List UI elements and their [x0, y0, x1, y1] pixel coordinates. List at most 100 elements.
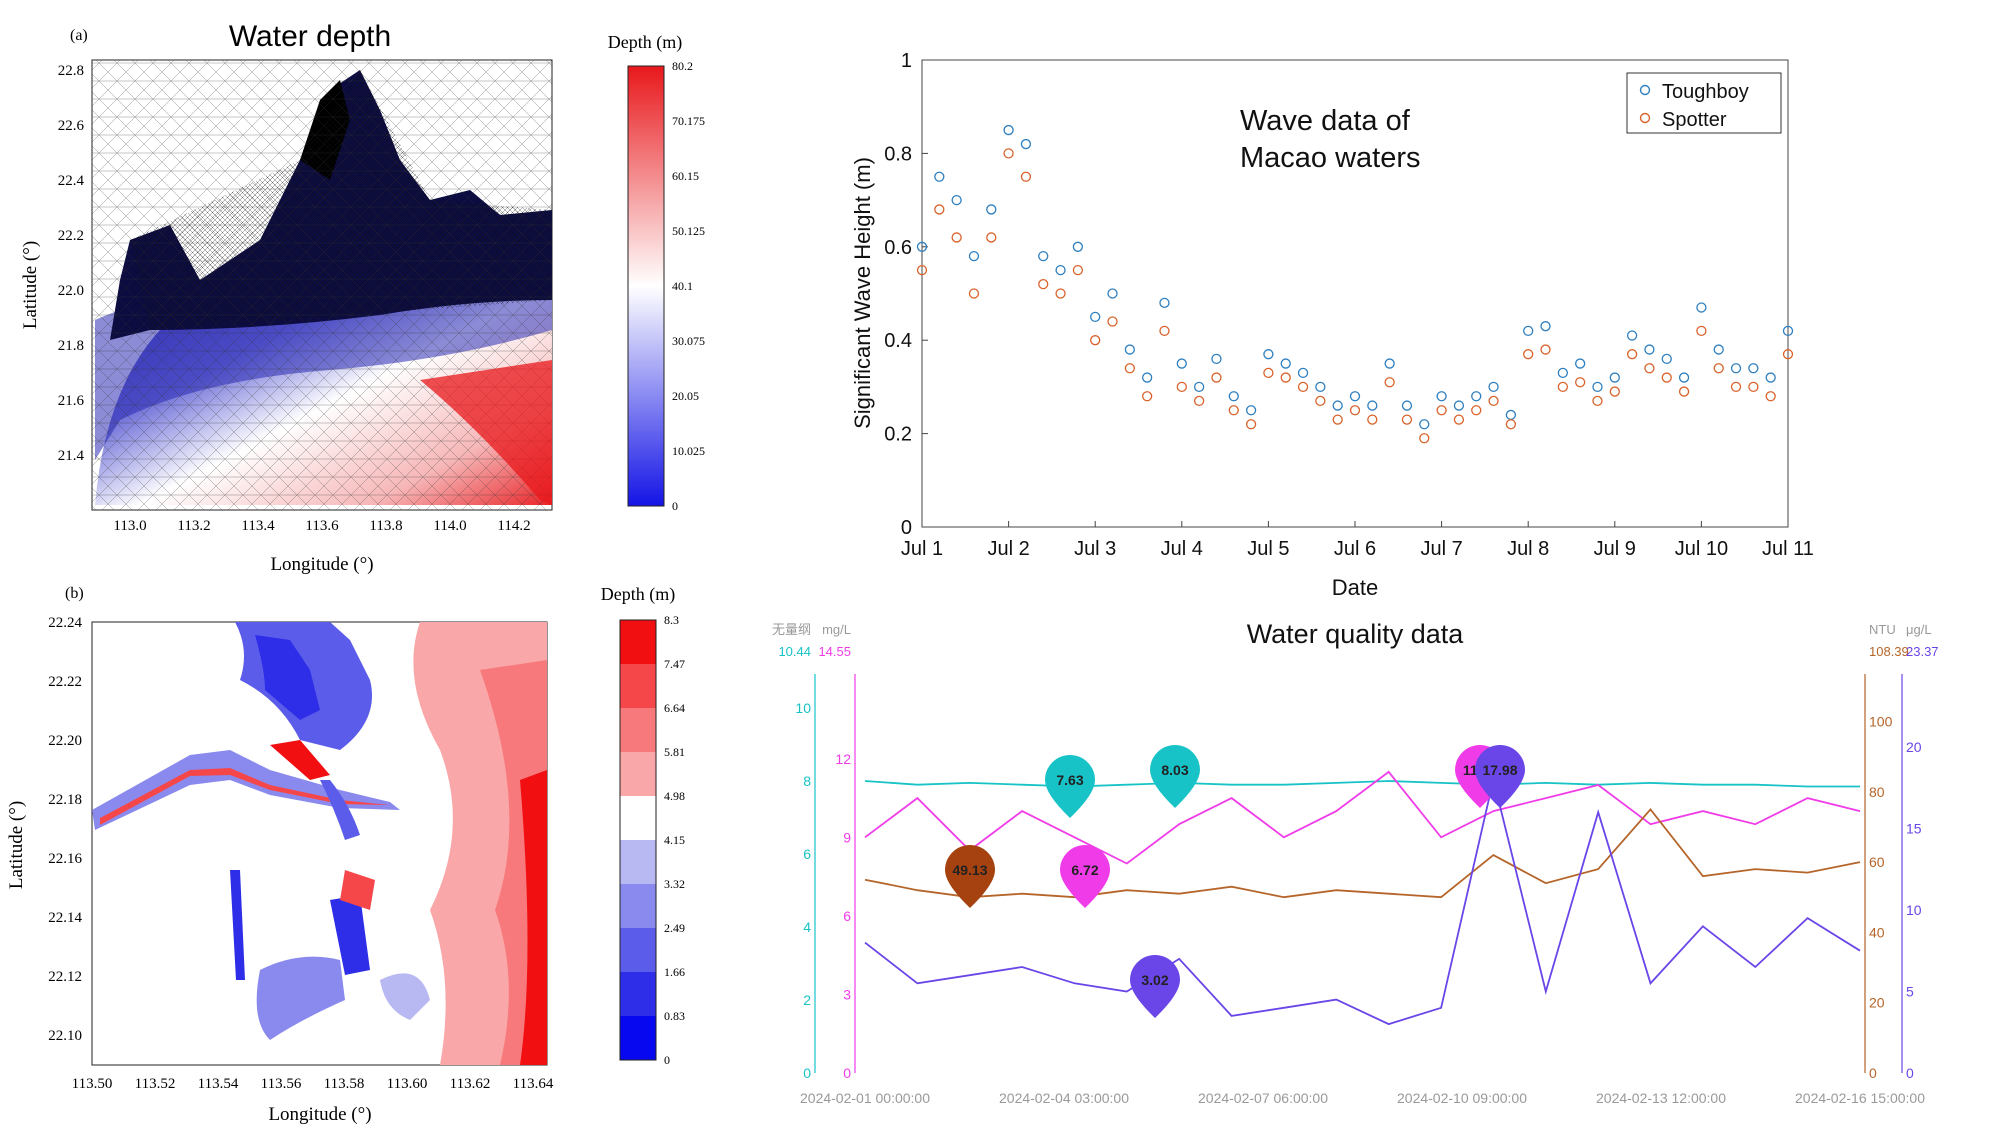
cb-tick: 7.47 [664, 657, 685, 671]
scatter-point [1436, 405, 1447, 416]
cb-tick: 40.1 [672, 279, 693, 293]
x-tick: 113.60 [387, 1076, 428, 1092]
panel-a-map [91, 59, 553, 511]
scatter-point [1176, 381, 1187, 393]
scatter-point [934, 204, 945, 215]
wq-series-line [864, 780, 1860, 788]
y-tick-label: 0 [901, 517, 912, 539]
panel-b-colorbar [619, 619, 657, 1061]
scatter-point [968, 288, 980, 299]
x-tick-label: Jul 5 [1247, 538, 1289, 560]
panel-b-label: (b) [65, 585, 84, 602]
scatter-point [1575, 377, 1586, 388]
scatter-point [1245, 419, 1257, 430]
scatter-point [1505, 419, 1517, 430]
scatter-point [1090, 311, 1101, 323]
cb-tick: 4.98 [664, 789, 685, 803]
x-tick-label: Jul 8 [1507, 538, 1549, 560]
scatter-point [1592, 395, 1603, 407]
wq-marker[interactable]: 6.72 [1060, 845, 1110, 908]
scatter-point [1124, 363, 1135, 374]
cb-tick: 0 [672, 499, 678, 513]
scatter-point [1124, 344, 1135, 355]
scatter-point [1678, 386, 1690, 397]
wave-y-ticks: 0 0.2 0.4 0.6 0.8 1 [884, 50, 928, 539]
y-tick: 21.4 [58, 448, 85, 464]
scatter-point [1782, 325, 1794, 337]
scatter-point [1765, 391, 1776, 402]
wq-axis-tick: 10 [795, 700, 811, 716]
wq-axis-tick: 20 [1869, 995, 1885, 1011]
scatter-point [1453, 414, 1465, 425]
y-tick: 21.6 [58, 393, 85, 409]
wq-marker-label: 8.03 [1161, 762, 1188, 778]
colorbar-segment [620, 1016, 656, 1060]
scatter-point [1297, 381, 1309, 393]
colorbar-segment [620, 620, 656, 664]
wq-series-line [864, 807, 1861, 899]
wq-axis-tick: 2 [803, 992, 811, 1008]
wq-marker[interactable]: 17.98 [1475, 745, 1525, 808]
scatter-point [1419, 419, 1430, 430]
wave-legend: Toughboy Spotter [1626, 72, 1782, 134]
scatter-point [1332, 400, 1343, 411]
scatter-point [1090, 335, 1101, 346]
scatter-point [1263, 367, 1274, 379]
scatter-point [1193, 381, 1205, 393]
wave-ylabel: Significant Wave Height (m) [850, 157, 875, 429]
scatter-point [1384, 377, 1395, 388]
scatter-point [1072, 264, 1084, 276]
panel-a-colorbar-ticks: 80.2 70.175 60.15 50.125 40.1 30.075 20.… [672, 59, 705, 513]
wq-marker[interactable]: 3.02 [1130, 955, 1180, 1018]
scatter-point [1748, 381, 1759, 393]
scatter-point [1211, 372, 1222, 383]
x-tick-label: Jul 6 [1334, 538, 1376, 560]
y-tick-label: 1 [901, 50, 912, 72]
scatter-point [1315, 395, 1326, 407]
wq-axis-unit: NTU [1869, 622, 1896, 637]
scatter-point [1211, 353, 1222, 365]
wq-axis-tick: 0 [1906, 1065, 1914, 1081]
wq-marker[interactable]: 8.03 [1150, 745, 1200, 808]
y-tick: 21.8 [58, 338, 84, 354]
panel-b-xlabel: Longitude (°) [268, 1104, 371, 1125]
panel-b-colorbar-title: Depth (m) [601, 584, 675, 605]
wave-xlabel: Date [1332, 575, 1378, 600]
scatter-point [1367, 414, 1378, 425]
wq-x-tick: 2024-02-07 06:00:00 [1198, 1090, 1328, 1106]
y-tick: 22.24 [48, 615, 82, 631]
scatter-point [1678, 372, 1690, 383]
panel-b-map [91, 621, 548, 1066]
scatter-point [1453, 400, 1465, 411]
wq-axis-tick: 8 [803, 773, 811, 789]
x-tick-label: Jul 9 [1594, 538, 1636, 560]
x-tick: 113.62 [450, 1076, 491, 1092]
wq-marker-pin [1475, 745, 1525, 808]
scatter-point [986, 204, 997, 215]
y-tick-label: 0.4 [884, 330, 912, 352]
scatter-point [916, 264, 928, 276]
x-tick: 113.6 [305, 518, 339, 534]
scatter-point [1696, 325, 1707, 337]
wq-marker-pin [1130, 955, 1180, 1018]
wq-marker[interactable]: 7.63 [1045, 755, 1095, 818]
y-tick: 22.10 [48, 1028, 82, 1044]
wave-chart: 0 0.2 0.4 0.6 0.8 1 Jul 1 Jul 2 Jul 3 Jul 4 Jul 5… [840, 40, 1840, 600]
wq-marker[interactable]: 49.13 [945, 845, 995, 908]
scatter-point [1332, 414, 1343, 425]
scatter-point [1159, 325, 1170, 337]
colorbar-segment [620, 972, 656, 1016]
cb-tick: 0 [664, 1053, 670, 1067]
wq-lines [864, 770, 1861, 1026]
cb-tick: 3.32 [664, 877, 685, 891]
wq-x-tick: 2024-02-16 15:00:00 [1795, 1090, 1925, 1106]
y-tick-label: 0.6 [884, 237, 912, 259]
wq-marker-pin [945, 845, 995, 908]
water-quality-chart: Water quality data 10.44 无量纲 10 8 6 4 2 0 14.55 m… [760, 610, 1960, 1125]
scatter-point [1748, 363, 1759, 374]
y-tick: 22.12 [48, 969, 82, 985]
cb-tick: 10.025 [672, 444, 705, 458]
scatter-point [1193, 395, 1205, 407]
cb-tick: 2.49 [664, 921, 685, 935]
